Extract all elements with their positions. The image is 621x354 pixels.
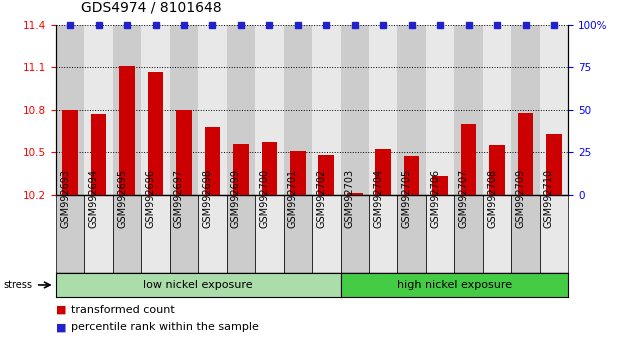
Bar: [489, 145, 505, 195]
Bar: [347, 193, 363, 195]
Bar: [375, 149, 391, 195]
Text: ■: ■: [56, 305, 66, 315]
Text: GSM992699: GSM992699: [231, 169, 241, 228]
Text: GSM992696: GSM992696: [145, 169, 155, 228]
Text: GSM992698: GSM992698: [202, 169, 212, 228]
Bar: [369, 25, 397, 195]
Text: GSM992703: GSM992703: [345, 169, 355, 228]
Bar: [461, 124, 476, 195]
FancyBboxPatch shape: [198, 195, 227, 273]
FancyBboxPatch shape: [340, 195, 369, 273]
Bar: [62, 110, 78, 195]
FancyBboxPatch shape: [255, 195, 284, 273]
Text: GSM992700: GSM992700: [260, 169, 270, 228]
Bar: [113, 25, 142, 195]
Bar: [170, 25, 198, 195]
Bar: [518, 113, 533, 195]
Bar: [84, 25, 113, 195]
FancyBboxPatch shape: [397, 195, 426, 273]
Bar: [148, 72, 163, 195]
Text: GSM992694: GSM992694: [89, 169, 99, 228]
Text: GSM992695: GSM992695: [117, 169, 127, 228]
Bar: [56, 25, 84, 195]
Text: GSM992697: GSM992697: [174, 169, 184, 228]
Bar: [540, 25, 568, 195]
FancyBboxPatch shape: [540, 195, 568, 273]
Bar: [546, 134, 562, 195]
Bar: [198, 25, 227, 195]
Text: transformed count: transformed count: [71, 305, 175, 315]
Bar: [340, 25, 369, 195]
FancyBboxPatch shape: [284, 195, 312, 273]
Bar: [319, 155, 334, 195]
Bar: [261, 142, 277, 195]
Text: GDS4974 / 8101648: GDS4974 / 8101648: [81, 0, 221, 14]
Text: GSM992708: GSM992708: [487, 169, 497, 228]
Text: GSM992705: GSM992705: [402, 169, 412, 228]
Text: percentile rank within the sample: percentile rank within the sample: [71, 322, 260, 332]
Bar: [142, 25, 170, 195]
FancyBboxPatch shape: [113, 195, 142, 273]
Text: GSM992701: GSM992701: [288, 169, 298, 228]
Bar: [426, 25, 455, 195]
Bar: [233, 144, 249, 195]
FancyBboxPatch shape: [142, 195, 170, 273]
Bar: [397, 25, 426, 195]
Bar: [284, 25, 312, 195]
FancyBboxPatch shape: [312, 195, 340, 273]
Text: high nickel exposure: high nickel exposure: [397, 280, 512, 290]
Bar: [432, 176, 448, 195]
Bar: [204, 127, 220, 195]
FancyBboxPatch shape: [455, 195, 483, 273]
Bar: [455, 25, 483, 195]
Bar: [119, 66, 135, 195]
Text: GSM992702: GSM992702: [316, 169, 326, 228]
Bar: [255, 25, 284, 195]
Text: GSM992707: GSM992707: [458, 169, 469, 228]
FancyBboxPatch shape: [483, 195, 511, 273]
Bar: [483, 25, 511, 195]
Text: ■: ■: [56, 322, 66, 332]
FancyBboxPatch shape: [170, 195, 198, 273]
Bar: [290, 151, 306, 195]
Bar: [176, 110, 192, 195]
FancyBboxPatch shape: [511, 195, 540, 273]
FancyBboxPatch shape: [426, 195, 455, 273]
Text: low nickel exposure: low nickel exposure: [143, 280, 253, 290]
Text: GSM992706: GSM992706: [430, 169, 440, 228]
FancyBboxPatch shape: [56, 195, 84, 273]
Text: stress: stress: [3, 280, 32, 290]
FancyBboxPatch shape: [369, 195, 397, 273]
Bar: [227, 25, 255, 195]
FancyBboxPatch shape: [84, 195, 113, 273]
Text: GSM992710: GSM992710: [544, 169, 554, 228]
FancyBboxPatch shape: [227, 195, 255, 273]
Text: GSM992704: GSM992704: [373, 169, 383, 228]
Bar: [404, 156, 420, 195]
Bar: [312, 25, 340, 195]
Bar: [91, 114, 106, 195]
Text: GSM992693: GSM992693: [60, 169, 70, 228]
Text: GSM992709: GSM992709: [515, 169, 525, 228]
Bar: [511, 25, 540, 195]
